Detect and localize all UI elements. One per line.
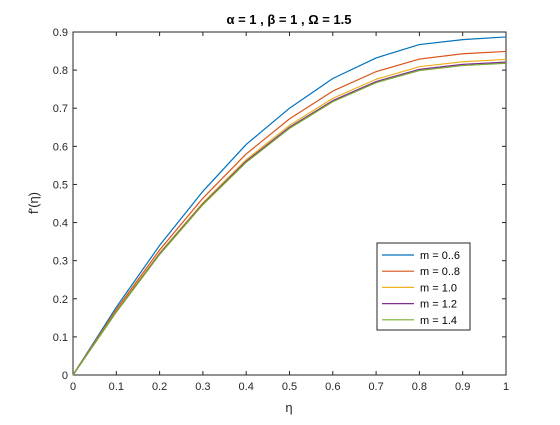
y-tick-label: 0.1 (53, 332, 68, 344)
legend-label: m = 1.0 (420, 282, 457, 294)
y-axis: 0 0.1 0.2 0.3 0.4 0.5 0.6 0.7 0.8 0.9 (53, 27, 506, 382)
series-line-5 (72, 62, 507, 376)
y-tick-label: 0.6 (53, 141, 68, 153)
y-tick-label: 0.4 (53, 218, 68, 230)
x-tick-label: 0.1 (109, 381, 124, 393)
y-axis-label: f'(η) (26, 192, 41, 214)
x-tick-label: 0.3 (195, 381, 210, 393)
y-tick-label: 0 (62, 370, 68, 382)
y-tick-label: 0.8 (53, 65, 68, 77)
legend-label: m = 1.4 (420, 315, 457, 327)
y-tick-label: 0.5 (53, 179, 68, 191)
x-tick-label: 0.8 (412, 381, 427, 393)
legend-box (376, 242, 471, 331)
series-lines (72, 36, 507, 376)
x-tick-label: 0.2 (152, 381, 167, 393)
series-line-1 (72, 36, 507, 376)
x-tick-label: 1 (503, 381, 509, 393)
y-tick-label: 0.3 (53, 256, 68, 268)
x-axis-label: η (285, 400, 292, 415)
x-tick-label: 0.5 (282, 381, 297, 393)
legend-label: m = 0..8 (420, 266, 460, 278)
y-tick-label: 0.2 (53, 294, 68, 306)
legend-label: m = 1.2 (420, 299, 457, 311)
x-tick-label: 0.9 (455, 381, 470, 393)
x-tick-label: 0.7 (368, 381, 383, 393)
x-tick-label: 0.6 (325, 381, 340, 393)
x-axis: 0 0.1 0.2 0.3 0.4 0.5 0.6 0.7 0.8 0.9 1 (70, 32, 509, 393)
y-tick-label: 0.9 (53, 27, 68, 39)
legend-label: m = 0..6 (420, 250, 460, 262)
y-tick-label: 0.7 (53, 103, 68, 115)
legend: m = 0..6 m = 0..8 m = 1.0 m = 1.2 m = 1.4 (376, 242, 471, 331)
chart-title: α = 1 , β = 1 , Ω = 1.5 (227, 12, 352, 27)
series-line-2 (72, 50, 507, 376)
x-tick-label: 0 (70, 381, 76, 393)
x-tick-label: 0.4 (239, 381, 254, 393)
